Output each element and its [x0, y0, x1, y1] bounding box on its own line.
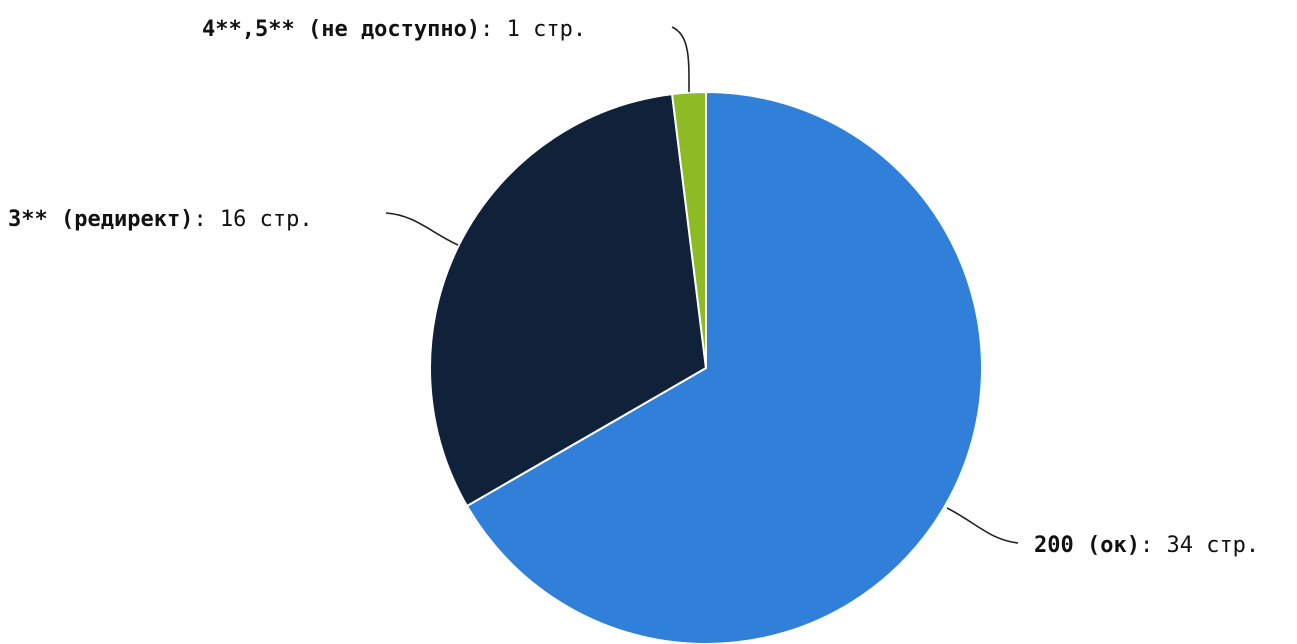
leader-line-200 — [946, 507, 1019, 544]
slice-label-4xx-5xx-name: 4**,5** (не доступно) — [202, 17, 480, 42]
pie-slice-4xx-5xx — [670, 90, 707, 369]
pie-slice-200 — [465, 90, 983, 644]
slice-label-4xx-5xx: 4**,5** (не доступно): 1 стр. — [202, 17, 586, 42]
slice-label-3xx-name: 3** (редирект) — [8, 207, 193, 232]
slice-label-200: 200 (ок): 34 стр. — [1034, 533, 1259, 558]
slice-label-4xx-5xx-value: : 1 стр. — [480, 17, 586, 42]
leader-line-3xx — [385, 212, 459, 246]
slice-label-3xx-value: : 16 стр. — [193, 207, 312, 232]
slice-label-3xx: 3** (редирект): 16 стр. — [8, 207, 313, 232]
pie-slice-3xx — [429, 92, 708, 508]
leader-line-4xx-5xx — [671, 26, 690, 93]
slice-label-200-name: 200 (ок) — [1034, 533, 1140, 558]
pie-slices — [429, 90, 983, 644]
slice-label-200-value: : 34 стр. — [1140, 533, 1259, 558]
